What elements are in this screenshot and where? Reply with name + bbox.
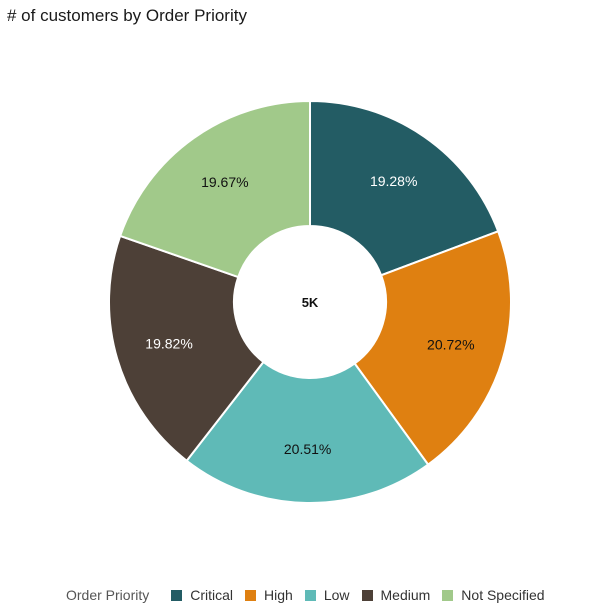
legend-swatch-low — [304, 589, 316, 601]
legend-title: Order Priority — [66, 587, 150, 603]
legend-swatch-not-specified — [442, 589, 454, 601]
legend-swatch-high — [245, 589, 257, 601]
legend-item-medium[interactable]: Medium — [361, 587, 431, 603]
slices-group — [108, 99, 512, 504]
legend-label-medium: Medium — [380, 587, 431, 603]
legend-label-not-specified: Not Specified — [461, 587, 545, 603]
legend-item-low[interactable]: Low — [304, 587, 350, 603]
legend-label-low: Low — [323, 587, 350, 603]
slice-low[interactable] — [185, 360, 430, 504]
slice-not-specified[interactable] — [118, 99, 311, 279]
center-total-label: 5K — [302, 295, 319, 310]
slice-label-low: 20.51% — [284, 441, 331, 457]
slice-critical[interactable] — [309, 99, 500, 277]
legend-item-critical[interactable]: Critical — [171, 587, 233, 603]
slice-high[interactable] — [353, 230, 512, 467]
legend-item-not-specified[interactable]: Not Specified — [442, 587, 545, 603]
slice-label-not-specified: 19.67% — [201, 174, 248, 190]
legend-item-high[interactable]: High — [245, 587, 293, 603]
legend-label-high: High — [264, 587, 293, 603]
legend-swatch-critical — [171, 589, 183, 601]
labels-group: 19.28% 20.72% 20.51% 19.82% 19.67% — [145, 173, 474, 457]
legend-swatch-medium — [361, 589, 373, 601]
chart-title: # of customers by Order Priority — [7, 6, 247, 25]
slice-label-medium: 19.82% — [145, 336, 192, 352]
slice-medium[interactable] — [108, 234, 265, 463]
slice-label-critical: 19.28% — [370, 173, 417, 189]
legend-label-critical: Critical — [190, 587, 234, 603]
legend: Order Priority Critical High Low Medium … — [66, 585, 557, 605]
slice-label-high: 20.72% — [427, 336, 474, 352]
